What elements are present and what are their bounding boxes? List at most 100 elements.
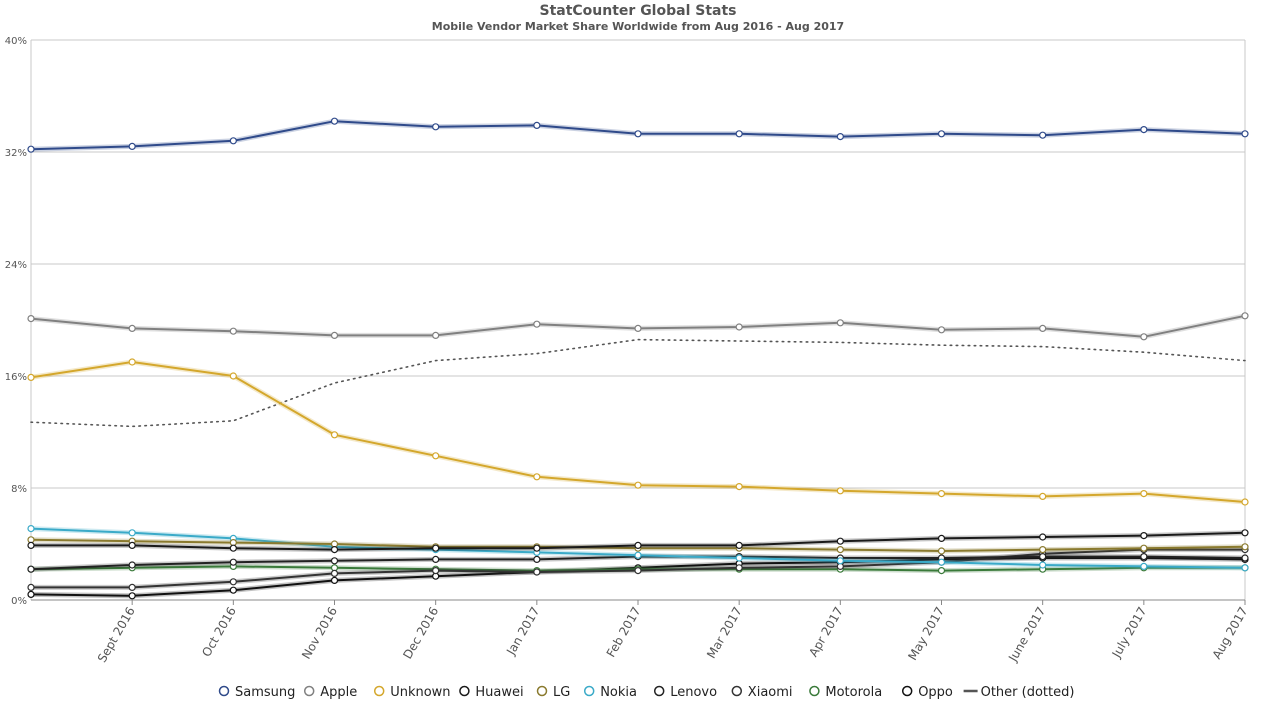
data-point[interactable] [634,130,642,138]
data-point[interactable] [836,487,844,495]
data-point[interactable] [27,373,35,381]
data-point[interactable] [1241,130,1249,138]
data-point[interactable] [128,561,136,569]
data-point[interactable] [533,555,541,564]
data-point[interactable] [27,145,35,153]
data-point[interactable] [128,541,136,550]
data-point[interactable] [330,431,339,439]
data-point[interactable] [836,545,844,554]
data-point[interactable] [330,557,339,565]
data-point[interactable] [1140,552,1148,561]
data-point[interactable] [533,121,541,130]
data-point[interactable] [937,130,946,138]
data-point[interactable] [1140,531,1148,540]
data-point[interactable] [1241,312,1249,320]
data-point[interactable] [533,320,541,328]
data-point[interactable] [735,554,743,562]
data-point[interactable] [432,566,440,575]
data-point[interactable] [533,568,541,576]
data-point[interactable] [937,566,946,575]
legend-item[interactable]: Lenovo [653,685,717,700]
data-point[interactable] [634,551,642,559]
data-point[interactable] [1241,543,1249,551]
data-point[interactable] [27,590,35,599]
data-point[interactable] [937,534,946,543]
data-point[interactable] [735,323,743,331]
data-point[interactable] [735,564,743,572]
data-point[interactable] [330,117,339,125]
legend-item[interactable]: Xiaomi [731,685,793,700]
data-point[interactable] [27,583,35,592]
data-point[interactable] [432,544,440,552]
data-point[interactable] [1039,533,1047,541]
data-point[interactable] [330,545,339,554]
data-point[interactable] [634,541,642,550]
data-point[interactable] [432,331,440,339]
legend-item[interactable]: Apple [303,685,358,700]
data-point[interactable] [27,524,35,533]
data-point[interactable] [735,483,743,491]
data-point[interactable] [1039,492,1047,500]
data-point[interactable] [1140,333,1148,341]
data-point[interactable] [1039,545,1047,554]
legend-item[interactable]: Nokia [583,685,637,700]
data-point[interactable] [229,578,237,586]
data-point[interactable] [937,490,946,498]
data-point[interactable] [735,130,743,138]
data-point[interactable] [229,137,237,145]
data-point[interactable] [128,583,136,592]
data-point[interactable] [27,315,35,323]
data-point[interactable] [330,576,339,585]
data-point[interactable] [533,544,541,552]
data-point[interactable] [634,324,642,332]
data-point[interactable] [229,544,237,552]
legend-marker-icon [809,685,820,697]
legend-item[interactable]: Motorola [809,685,882,700]
data-point[interactable] [1039,552,1047,561]
data-point[interactable] [1039,561,1047,569]
data-point[interactable] [330,331,339,339]
data-point[interactable] [1140,562,1148,571]
data-point[interactable] [836,537,844,545]
data-point[interactable] [634,566,642,575]
data-point[interactable] [128,529,136,537]
data-point[interactable] [128,142,136,150]
legend-item[interactable]: Oppo [901,685,953,700]
data-point[interactable] [836,319,844,327]
data-point[interactable] [128,358,136,366]
data-point[interactable] [1241,498,1249,506]
data-point[interactable] [1241,529,1249,537]
legend-item[interactable]: LG [536,685,571,700]
data-point[interactable] [128,592,136,600]
legend-item[interactable]: Unknown [373,685,451,700]
data-point[interactable] [937,558,946,566]
data-point[interactable] [1140,544,1148,552]
data-point[interactable] [1241,554,1249,562]
data-point[interactable] [229,327,237,335]
data-point[interactable] [432,123,440,131]
data-point[interactable] [1039,324,1047,332]
data-point[interactable] [836,133,844,141]
data-point[interactable] [1241,564,1249,572]
data-point[interactable] [1140,490,1148,498]
data-point[interactable] [634,481,642,489]
data-point[interactable] [229,372,237,380]
data-point[interactable] [1039,131,1047,139]
data-point[interactable] [128,324,136,332]
legend-item[interactable]: Other (dotted) [963,685,1075,700]
data-point[interactable] [229,558,237,566]
data-point[interactable] [735,541,743,550]
data-point[interactable] [937,547,946,555]
data-point[interactable] [836,557,844,565]
data-point[interactable] [937,326,946,334]
data-point[interactable] [1140,126,1148,134]
data-point[interactable] [330,569,339,578]
legend-item[interactable]: Samsung [218,685,296,700]
data-point[interactable] [229,586,237,594]
data-point[interactable] [27,565,35,573]
data-point[interactable] [27,541,35,550]
data-point[interactable] [432,452,440,460]
data-point[interactable] [533,473,541,481]
data-point[interactable] [432,555,440,564]
legend-item[interactable]: Huawei [459,685,524,700]
